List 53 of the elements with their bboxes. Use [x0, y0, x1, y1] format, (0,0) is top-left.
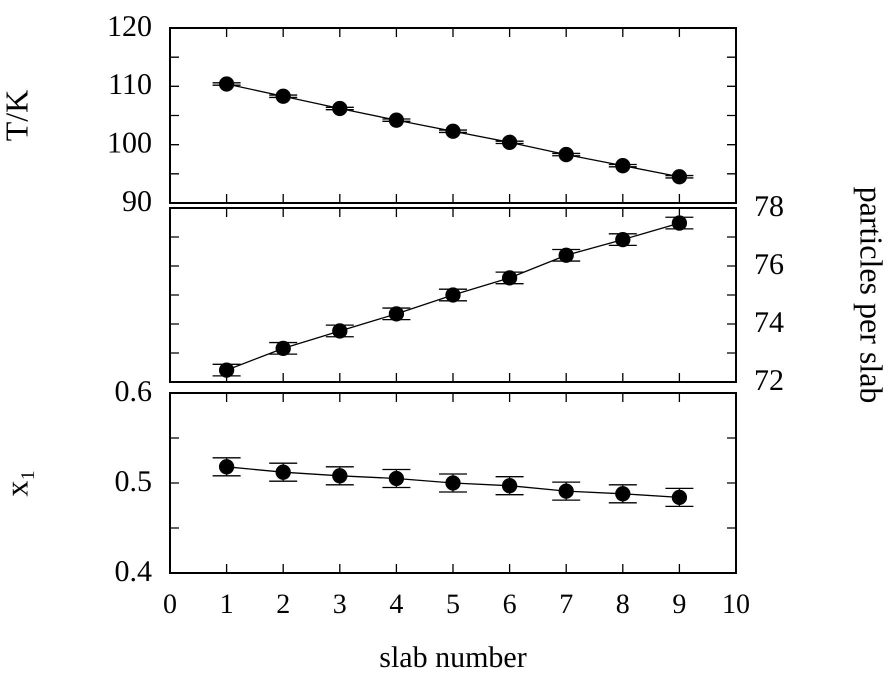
point: [388, 306, 404, 322]
y-tick-label: 120: [107, 10, 152, 43]
y-tick-label: 76: [754, 248, 784, 281]
y-tick-label: 0.6: [114, 374, 152, 408]
x-tick-label: 2: [276, 589, 290, 620]
point: [332, 468, 348, 484]
point: [218, 362, 234, 378]
point: [276, 88, 291, 104]
point: [445, 124, 461, 139]
point: [615, 158, 630, 174]
point: [276, 340, 291, 356]
point: [672, 215, 688, 231]
point: [332, 323, 348, 339]
y-axis-title: particles per slab: [853, 186, 888, 404]
x-tick-label: 6: [502, 589, 517, 620]
point: [218, 76, 234, 92]
y-tick-label: 110: [108, 68, 152, 102]
point: [672, 169, 688, 184]
y-tick-label: 0.5: [114, 464, 152, 498]
point: [276, 464, 291, 480]
x-tick-label: 7: [559, 589, 574, 620]
point: [388, 470, 404, 486]
point: [558, 248, 574, 263]
point: [558, 146, 574, 162]
x-tick-label: 3: [332, 589, 347, 620]
point: [502, 270, 518, 286]
x-tick-label: 8: [616, 589, 630, 620]
y-tick-label: 0.4: [114, 554, 152, 588]
y-tick-label: 100: [107, 126, 152, 160]
point: [615, 486, 630, 502]
y-tick-label: 90: [122, 184, 152, 218]
y-tick-label: 72: [754, 364, 784, 397]
x-tick-label: 5: [446, 589, 460, 620]
point: [672, 490, 688, 506]
point: [332, 100, 348, 116]
point: [445, 287, 461, 303]
x-tick-label: 4: [389, 589, 404, 620]
point: [445, 475, 461, 491]
y-tick-label: 74: [754, 306, 784, 339]
x-axis-title: slab number: [379, 640, 527, 674]
y-tick-label: 78: [754, 190, 784, 223]
x-tick-label: 10: [722, 589, 750, 620]
point: [615, 232, 630, 248]
x-tick-label: 1: [220, 589, 234, 620]
point: [502, 134, 518, 150]
y-axis-title: T/K: [0, 90, 35, 142]
x-tick-label: 0: [163, 589, 177, 620]
point: [558, 483, 574, 499]
point: [218, 459, 234, 474]
point: [502, 478, 518, 494]
y-axis-title: x₁: [0, 469, 35, 497]
point: [388, 112, 404, 128]
x-tick-label: 9: [672, 589, 686, 620]
